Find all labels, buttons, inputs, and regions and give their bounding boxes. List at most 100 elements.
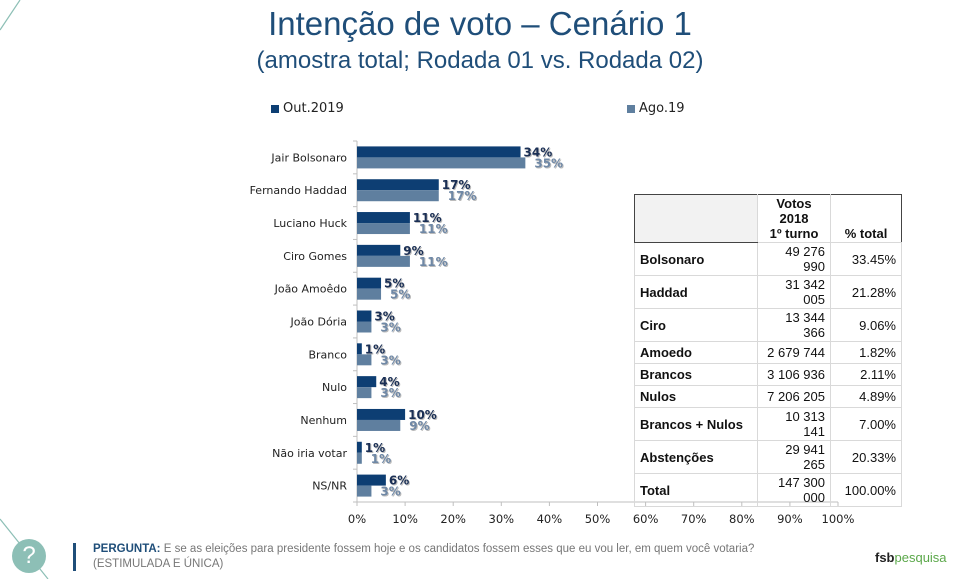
category-label: Nulo	[322, 381, 347, 394]
legend-item-out2019: Out.2019	[271, 101, 344, 116]
table-row: Haddad 31 342 005 21.28%	[634, 275, 902, 309]
question-text: E se as eleições para presidente fossem …	[160, 543, 755, 555]
data-label-ago19: 9%	[409, 419, 429, 433]
x-tick-label: 20%	[440, 512, 466, 526]
data-label-shadow: 5%	[391, 289, 411, 303]
x-tick-label: 0%	[348, 512, 366, 526]
data-label-shadow: 11%	[420, 223, 449, 237]
bar-out2019	[357, 179, 439, 191]
data-label-out2019: 17%	[442, 178, 471, 192]
table-row: Brancos + Nulos 10 313 141 7.00%	[634, 407, 902, 441]
bar-out2019	[357, 310, 372, 322]
table-cell-votes: 29 941 265	[757, 440, 831, 474]
bar-ago19	[357, 190, 439, 202]
data-label-ago19: 11%	[419, 222, 448, 236]
category-label: Nenhum	[300, 414, 347, 427]
category-label: João Dória	[290, 316, 347, 329]
category-label: Fernando Haddad	[250, 184, 347, 197]
page-title: Intenção de voto – Cenário 1	[268, 5, 692, 42]
data-label-ago19: 3%	[380, 321, 400, 335]
bar-ago19	[357, 288, 382, 300]
bar-out2019	[357, 376, 377, 388]
bar-ago19	[357, 157, 526, 169]
data-label-out2019: 9%	[403, 244, 423, 258]
table-header-blank	[634, 194, 758, 243]
data-label-shadow: 17%	[443, 179, 472, 193]
table-cell-votes: 13 344 366	[757, 308, 831, 342]
bar-ago19	[357, 354, 372, 366]
data-label-out2019: 10%	[408, 408, 437, 422]
data-label-shadow: 3%	[375, 311, 395, 325]
bar-out2019	[357, 212, 410, 224]
table-cell-name: Nulos	[634, 385, 758, 408]
data-label-shadow: 11%	[420, 256, 449, 270]
table-cell-pct: 1.82%	[830, 341, 902, 364]
legend-item-ago19: Ago.19	[627, 101, 685, 116]
table-cell-pct: 33.45%	[830, 242, 902, 276]
data-label-out2019: 3%	[374, 310, 394, 324]
page-subtitle: (amostra total; Rodada 01 vs. Rodada 02)	[256, 47, 704, 74]
data-label-ago19: 3%	[380, 386, 400, 400]
table-cell-votes: 7 206 205	[757, 385, 831, 408]
table-row: Ciro 13 344 366 9.06%	[634, 308, 902, 342]
data-label-ago19: 5%	[390, 288, 410, 302]
category-label: Branco	[308, 348, 347, 361]
table-header-votes-line1: Votos 2018	[776, 196, 812, 226]
data-label-shadow: 1%	[366, 343, 386, 357]
table-cell-pct: 4.89%	[830, 385, 902, 408]
data-label-shadow: 6%	[390, 475, 410, 489]
data-label-shadow: 4%	[380, 376, 400, 390]
table-cell-name: Total	[634, 473, 758, 507]
legend-label-out2019: Out.2019	[283, 101, 344, 116]
table-cell-pct: 9.06%	[830, 308, 902, 342]
data-label-out2019: 5%	[384, 277, 404, 291]
data-label-ago19: 3%	[380, 485, 400, 499]
table-row: Total 147 300 000 100.00%	[634, 473, 902, 507]
logo-part-fsb: fsb	[875, 550, 895, 565]
table-cell-name: Ciro	[634, 308, 758, 342]
table-cell-votes: 31 342 005	[757, 275, 831, 309]
data-label-ago19: 17%	[448, 189, 477, 203]
table-cell-pct: 100.00%	[830, 473, 902, 507]
table-cell-votes: 10 313 141	[757, 407, 831, 441]
data-label-shadow: 10%	[409, 409, 438, 423]
data-label-out2019: 34%	[524, 145, 553, 159]
table-cell-name: Haddad	[634, 275, 758, 309]
table-cell-pct: 7.00%	[830, 407, 902, 441]
x-tick-label: 100%	[822, 512, 855, 526]
fsb-pesquisa-logo: fsbpesquisa	[875, 550, 947, 565]
table-row: Abstenções 29 941 265 20.33%	[634, 440, 902, 474]
data-label-shadow: 35%	[535, 157, 564, 171]
data-label-shadow: 9%	[404, 245, 424, 259]
bar-ago19	[357, 387, 372, 399]
data-label-out2019: 6%	[389, 474, 409, 488]
question-icon: ?	[12, 539, 46, 573]
x-tick-label: 70%	[681, 512, 707, 526]
bar-out2019	[357, 441, 362, 453]
table-cell-name: Abstenções	[634, 440, 758, 474]
data-label-shadow: 3%	[381, 486, 401, 500]
bar-ago19	[357, 485, 372, 497]
table-cell-votes: 147 300 000	[757, 473, 831, 507]
data-label-out2019: 4%	[379, 375, 399, 389]
table-cell-pct: 21.28%	[830, 275, 902, 309]
bar-out2019	[357, 277, 382, 289]
data-label-out2019: 11%	[413, 211, 442, 225]
data-label-out2019: 1%	[365, 342, 385, 356]
footer-question: PERGUNTA: E se as eleições para presiden…	[93, 542, 754, 572]
table-row: Brancos 3 106 936 2.11%	[634, 363, 902, 386]
table-header-votes: Votos 2018 1º turno	[757, 194, 831, 243]
bar-out2019	[357, 244, 401, 256]
data-label-shadow: 17%	[449, 190, 478, 204]
bar-out2019	[357, 343, 362, 355]
data-label-ago19: 11%	[419, 255, 448, 269]
category-label: João Amoêdo	[274, 283, 348, 296]
logo-part-pesquisa: pesquisa	[894, 550, 947, 565]
data-label-ago19: 35%	[534, 156, 563, 170]
table-header-row: Votos 2018 1º turno % total	[634, 194, 902, 243]
table-cell-name: Brancos + Nulos	[634, 407, 758, 441]
footer-divider	[73, 543, 76, 571]
category-label: Jair Bolsonaro	[270, 151, 347, 164]
bar-ago19	[357, 255, 410, 267]
